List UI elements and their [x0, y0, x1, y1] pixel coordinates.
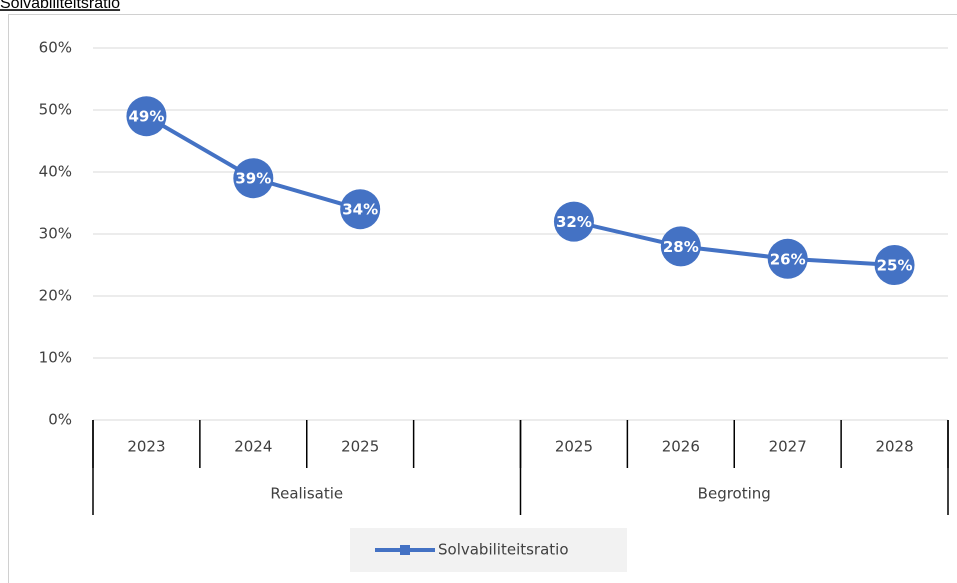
- chart-title: Solvabiliteitsratio: [0, 0, 120, 12]
- point-marker: [553, 201, 594, 242]
- legend-marker: [400, 545, 410, 555]
- x-tick-label: 2025: [341, 438, 379, 456]
- data-label: 49%: [128, 108, 164, 126]
- y-tick-label: 20%: [39, 287, 72, 305]
- chart-border: [8, 14, 957, 583]
- y-tick-label: 60%: [39, 39, 72, 57]
- point-marker: [874, 245, 915, 285]
- x-tick-label: 2023: [127, 438, 165, 456]
- data-label: 39%: [235, 170, 271, 188]
- y-tick-label: 50%: [39, 101, 72, 119]
- y-tick-label: 0%: [48, 411, 72, 429]
- x-tick-label: 2026: [662, 438, 700, 456]
- data-label: 28%: [663, 238, 699, 256]
- group-label: Begroting: [698, 485, 771, 503]
- legend-label: Solvabiliteitsratio: [438, 541, 569, 559]
- data-label: 32%: [556, 213, 592, 231]
- data-label: 25%: [877, 257, 913, 275]
- y-tick-label: 10%: [39, 349, 72, 367]
- y-tick-label: 30%: [39, 225, 72, 243]
- point-marker: [767, 238, 808, 279]
- y-tick-label: 40%: [39, 163, 72, 181]
- point-marker: [233, 158, 274, 199]
- data-label: 34%: [342, 201, 378, 219]
- x-tick-label: 2028: [875, 438, 913, 456]
- point-marker: [126, 96, 167, 137]
- data-label: 26%: [770, 250, 806, 268]
- x-tick-label: 2024: [234, 438, 272, 456]
- x-tick-label: 2027: [769, 438, 807, 456]
- point-marker: [340, 189, 381, 230]
- group-label: Realisatie: [270, 485, 343, 503]
- x-tick-label: 2025: [555, 438, 593, 456]
- point-marker: [660, 226, 701, 267]
